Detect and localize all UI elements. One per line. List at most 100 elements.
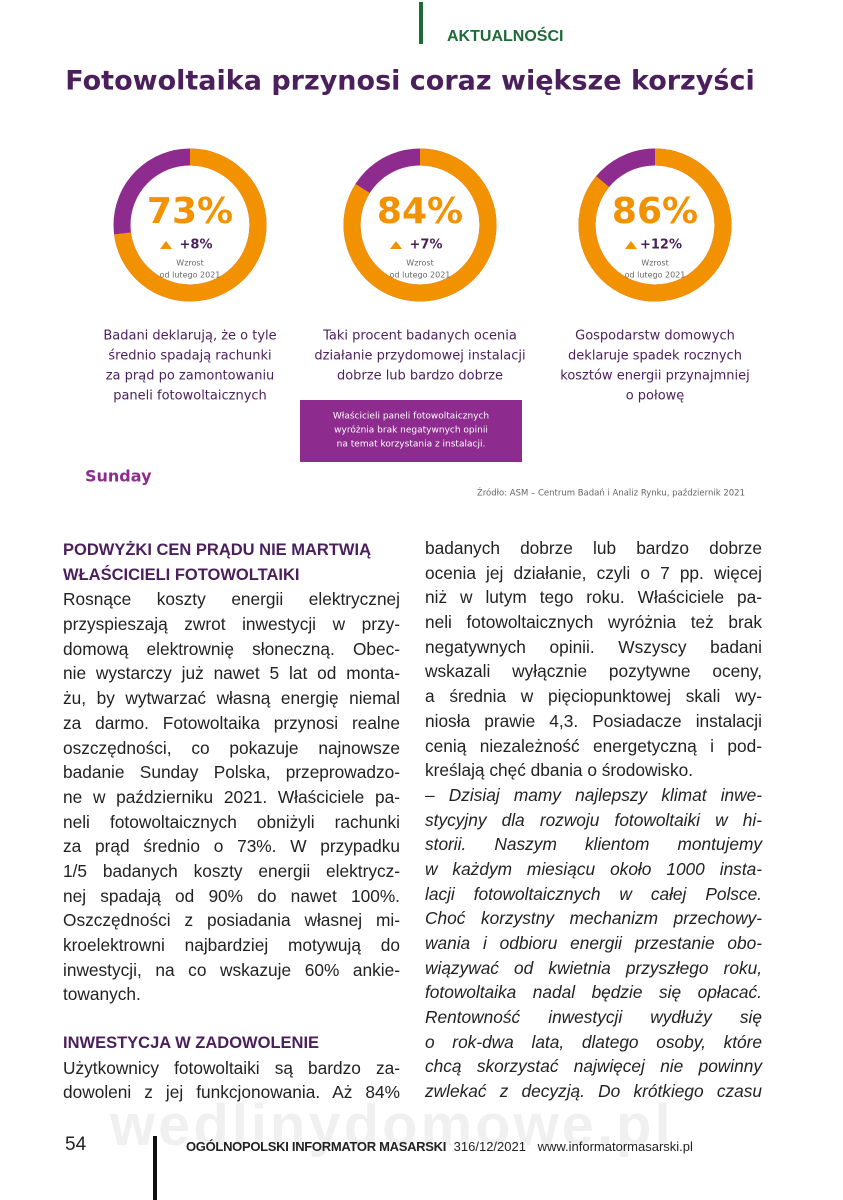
section-label: AKTUALNOŚCI [447, 28, 564, 45]
text-line: Choć korzystny mechanizm przechowy- [425, 908, 762, 929]
up-arrow [160, 241, 172, 249]
text-line: w każdym miesiącu około 1000 insta- [425, 858, 762, 879]
text-line: Rosnące koszty energii elektrycznej [63, 589, 400, 610]
change-note: Wzrost [176, 259, 203, 268]
right-column: badanych dobrze lub bardzo dobrze ocenia … [425, 536, 762, 1104]
text-line: badanie Sunday Polska, przeprowadzo- [63, 762, 400, 783]
text-line: za prąd średnio o 73%. W przypadku [63, 836, 400, 857]
change: +8% [180, 238, 213, 253]
text-line: Użytkownicy fotowoltaiki są bardzo za- [63, 1057, 400, 1078]
text-block: PODWYŻKI CEN PRĄDU NIE MARTWIĄ WŁAŚCICIEL… [63, 538, 400, 587]
text-line: inwestycji, na co wskazuje 60% ankie- [63, 959, 400, 980]
text-line: wania i odbioru energii przestanie obo- [425, 933, 762, 953]
description: działanie przydomowej instalacji [314, 349, 525, 364]
footer-text: OGÓLNOPOLSKI INFORMATOR MASARSKI 316/12/… [186, 1139, 693, 1154]
source: Źródło: ASM – Centrum Badań i Analiz Ryn… [477, 487, 745, 499]
ring-value [113, 148, 267, 302]
change: +7% [410, 238, 443, 253]
text-line: chcą skorzystać najwięcej nie powinny [425, 1056, 762, 1077]
percent: 73% [147, 191, 233, 232]
text-line: ocenia jej działanie, czyli o 7 pp. więc… [425, 562, 762, 583]
change-note: od lutego 2021 [625, 271, 686, 280]
text-line: INWESTYCJA W ZADOWOLENIE [63, 1034, 320, 1053]
text-line: przyspieszają zwrot inwestycji w przy- [63, 614, 400, 635]
text-block: badanych dobrze lub bardzo dobrze ocenia … [425, 536, 762, 783]
text-line: a średnia w pięciopunktowej skali wy- [425, 686, 762, 707]
up-arrow [390, 241, 402, 249]
infographic-title: Fotowoltaika przynosi coraz większe korz… [65, 66, 754, 97]
website: www.informatormasarski.pl [537, 1139, 693, 1154]
text-block: INWESTYCJA W ZADOWOLENIE [63, 1031, 400, 1056]
percent: 86% [612, 191, 698, 232]
text-line: neli fotowoltaicznych wyróżnia też brak [425, 612, 762, 633]
description: Taki procent badanych ocenia [322, 329, 517, 344]
highlight-text: na temat korzystania z instalacji. [337, 440, 486, 450]
description: paneli fotowoltaicznych [113, 389, 267, 404]
text-line: żu, by wytwarzać własną energię niemal [63, 688, 400, 709]
text-line: cenią niezależność energetyczną i pod- [425, 735, 762, 756]
left-column: PODWYŻKI CEN PRĄDU NIE MARTWIĄ WŁAŚCICIEL… [63, 538, 400, 1105]
text-line: Rentowność inwestycji wydłuży się [425, 1007, 762, 1028]
text-line: PODWYŻKI CEN PRĄDU NIE MARTWIĄ [63, 541, 371, 559]
watermark: wedlinydomowe.pl [110, 1093, 674, 1158]
description: deklaruje spadek rocznych [568, 349, 742, 364]
description: Badani deklarują, że o tyle [103, 329, 276, 344]
change-note: od lutego 2021 [390, 271, 451, 280]
publication: OGÓLNOPOLSKI INFORMATOR MASARSKI [186, 1139, 447, 1154]
description: średnio spadają rachunki [108, 349, 271, 364]
description: Gospodarstw domowych [575, 329, 735, 344]
text-block: – Dzisiaj mamy najlepszy klimat inwe-sty… [425, 783, 762, 1104]
text-line: ne w październiku 2021. Właściciele pa- [63, 786, 400, 807]
up-arrow [625, 241, 637, 249]
text-line: stycyjny dla rozwoju fotowoltaiki w hi- [425, 809, 762, 830]
change-note: od lutego 2021 [160, 271, 221, 280]
text-line: nej spadają od 90% do nawet 100%. [63, 885, 400, 906]
text-line: storii. Naszym klientom montujemy [425, 834, 762, 855]
text-line: niosła prawie 4,3. Posiadacze instalacji [425, 710, 762, 731]
text-line: kroelektrowni najbardziej motywują do [63, 935, 400, 955]
text-line: o rok-dwa lata, dlatego osoby, które [425, 1031, 762, 1052]
text-line: badanych dobrze lub bardzo dobrze [425, 538, 762, 558]
percent: 84% [377, 191, 463, 232]
issue: 316/12/2021 [453, 1139, 526, 1154]
infographic: Fotowoltaika przynosi coraz większe korz… [62, 60, 762, 512]
logo: Sunday [85, 467, 152, 486]
highlight-box [300, 400, 522, 462]
text-block: Rosnące koszty energii elektrycznej przys… [63, 587, 400, 1007]
highlight-text: wyróżnia brak negatywnych opinii [334, 425, 488, 436]
text-line: towanych. [63, 984, 141, 1005]
text-line: kreślają chęć dbania o środowisko. [425, 760, 694, 781]
text-line: nie wystarczy już nawet 5 lat od monta- [63, 663, 400, 684]
text-line: zwlekać z decyzją. Do krótkiego czasu [425, 1081, 762, 1102]
footer-bar [153, 1136, 157, 1200]
description: o połowę [626, 389, 685, 404]
change-note: Wzrost [641, 259, 668, 268]
text-block: Użytkownicy fotowoltaiki są bardzo za-do… [63, 1056, 400, 1105]
text-line: negatywnych opinii. Wszyscy badani [425, 636, 762, 657]
section-bar [419, 2, 423, 44]
text-line: za darmo. Fotowoltaika przynosi realne [63, 712, 400, 733]
text-line: 1/5 badanych koszty energii elektrycz- [63, 860, 400, 881]
text-line: oszczędności, co pokazuje najnowsze [63, 737, 400, 758]
text-line: domową elektrownię słoneczną. Obec- [63, 638, 400, 659]
highlight-text: Właścicieli paneli fotowoltaicznych [333, 411, 489, 422]
description: za prąd po zamontowaniu [106, 369, 275, 384]
text-line: neli fotowoltaicznych obniżyli rachunki [63, 811, 400, 832]
text-line: Oszczędności z posiadania własnej mi- [63, 910, 400, 931]
text-line: dowoleni z jej funkcjonowania. Aż 84% [63, 1082, 400, 1103]
text-line: – Dzisiaj mamy najlepszy klimat inwe- [425, 784, 762, 805]
description: kosztów energii przynajmniej [560, 369, 749, 384]
ring-value [578, 148, 732, 302]
text-line: wskazali wyłącznie pozytywne oceny, [425, 661, 762, 682]
text-line: fotowoltaika nadal będzie się opłacać. [425, 982, 762, 1003]
text-line: WŁAŚCICIELI FOTOWOLTAIKI [63, 565, 300, 584]
change: +12% [640, 238, 682, 253]
text-line: lacji fotowoltaicznych w całej Polsce. [425, 883, 762, 904]
change-note: Wzrost [406, 259, 433, 268]
text-line: wiązywać od kwietnia przyszłego roku, [425, 957, 762, 978]
page-number: 54 [65, 1134, 87, 1155]
description: dobrze lub bardzo dobrze [337, 369, 503, 384]
text-line: niż w lutym tego roku. Właściciele pa- [425, 587, 762, 608]
ring-value [343, 148, 497, 302]
